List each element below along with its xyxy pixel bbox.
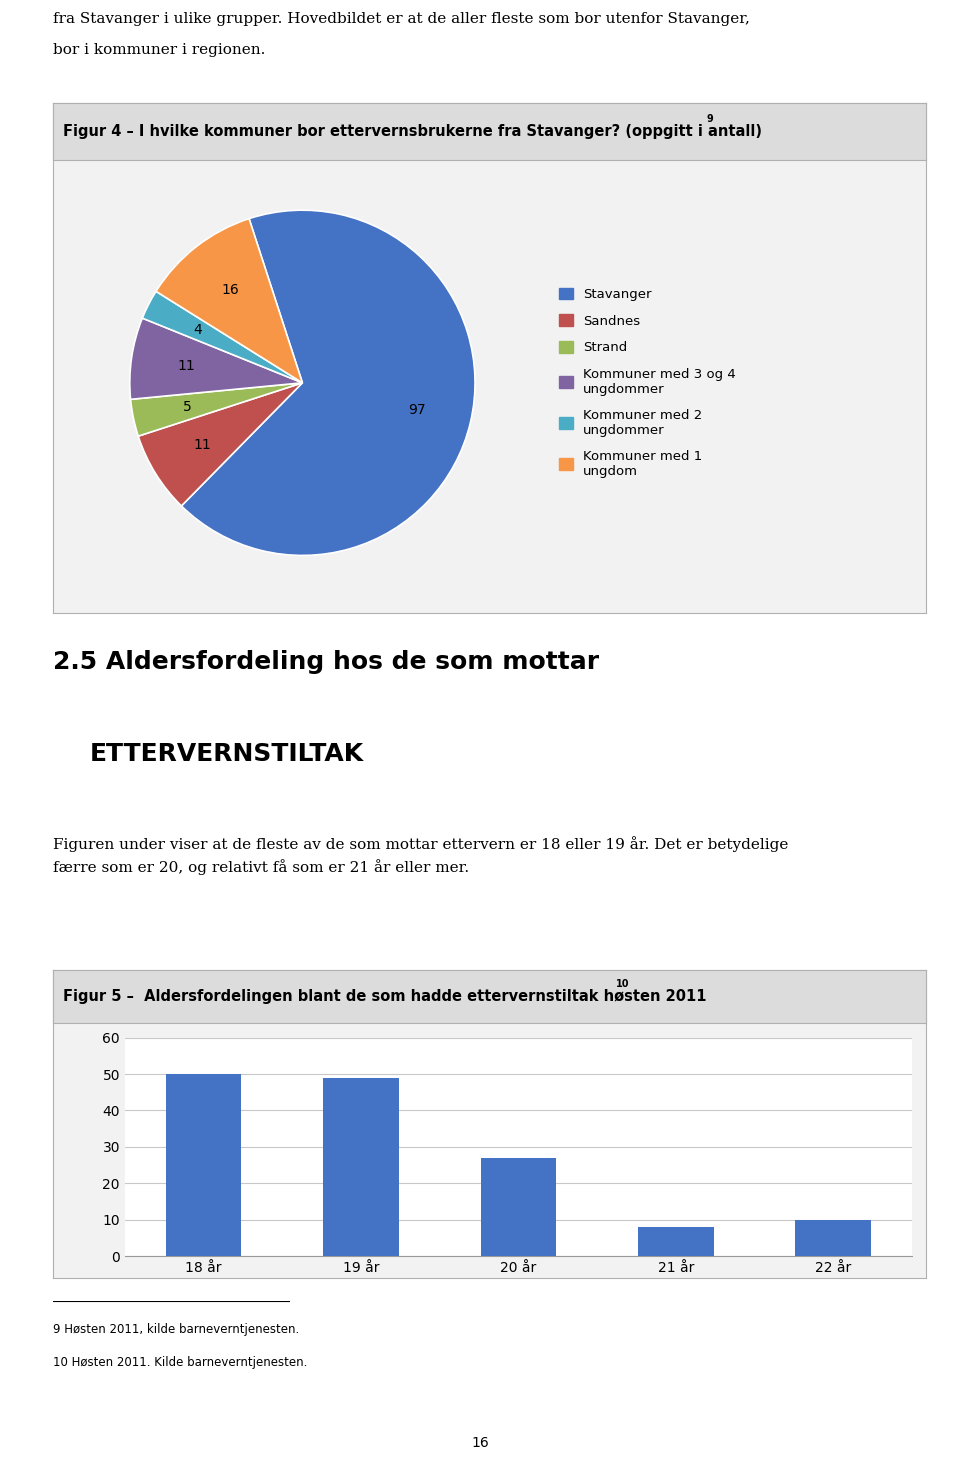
- Text: 16: 16: [221, 284, 239, 297]
- Bar: [166, 1075, 241, 1256]
- Wedge shape: [181, 210, 475, 556]
- Text: 2.5 Aldersfordeling hos de som mottar: 2.5 Aldersfordeling hos de som mottar: [53, 650, 599, 674]
- Wedge shape: [138, 383, 302, 505]
- Wedge shape: [156, 219, 302, 383]
- Bar: [481, 1157, 556, 1256]
- Bar: [796, 1219, 871, 1256]
- Wedge shape: [131, 383, 302, 436]
- Text: Figur 4 – I hvilke kommuner bor ettervernsbrukerne fra Stavanger? (oppgitt i ant: Figur 4 – I hvilke kommuner bor etterver…: [63, 124, 762, 139]
- Text: 97: 97: [408, 402, 425, 417]
- Bar: [638, 1227, 713, 1256]
- Text: Figur 5 –  Aldersfordelingen blant de som hadde ettervernstiltak høsten 2011: Figur 5 – Aldersfordelingen blant de som…: [63, 989, 707, 1004]
- Text: 4: 4: [193, 322, 203, 337]
- Text: 10 Høsten 2011. Kilde barneverntjenesten.: 10 Høsten 2011. Kilde barneverntjenesten…: [53, 1355, 307, 1369]
- Wedge shape: [130, 318, 302, 399]
- Bar: [324, 1077, 398, 1256]
- Text: 11: 11: [194, 437, 211, 452]
- Text: fra Stavanger i ulike grupper. Hovedbildet er at de aller fleste som bor utenfor: fra Stavanger i ulike grupper. Hovedbild…: [53, 12, 750, 25]
- Text: Figuren under viser at de fleste av de som mottar ettervern er 18 eller 19 år. D: Figuren under viser at de fleste av de s…: [53, 837, 788, 875]
- Text: ETTERVERNSTILTAK: ETTERVERNSTILTAK: [89, 742, 364, 766]
- Text: 11: 11: [178, 359, 195, 372]
- Text: 9 Høsten 2011, kilde barneverntjenesten.: 9 Høsten 2011, kilde barneverntjenesten.: [53, 1323, 300, 1336]
- Text: 5: 5: [183, 399, 192, 414]
- Text: bor i kommuner i regionen.: bor i kommuner i regionen.: [53, 43, 265, 56]
- Text: 16: 16: [471, 1435, 489, 1450]
- Wedge shape: [142, 291, 302, 383]
- Legend: Stavanger, Sandnes, Strand, Kommuner med 3 og 4
ungdommer, Kommuner med 2
ungdom: Stavanger, Sandnes, Strand, Kommuner med…: [560, 288, 735, 477]
- Text: 10: 10: [616, 978, 630, 989]
- Text: 9: 9: [707, 114, 713, 124]
